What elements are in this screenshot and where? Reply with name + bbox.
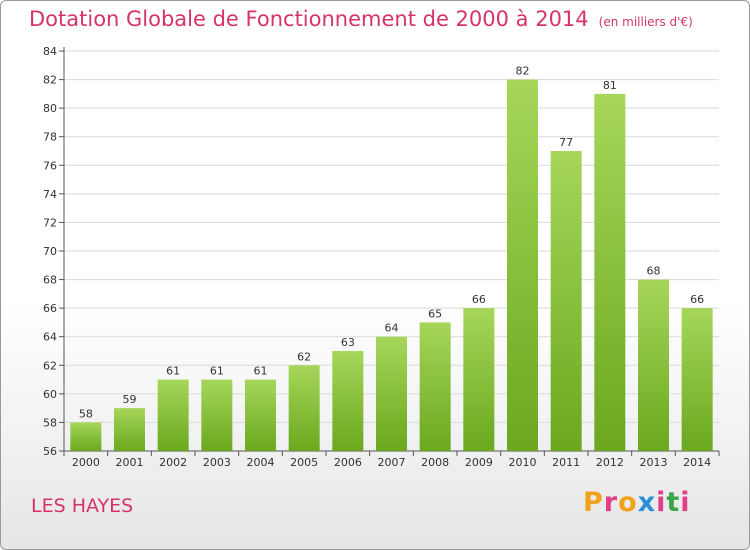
x-tick-label: 2008 bbox=[421, 456, 449, 469]
bar bbox=[594, 93, 626, 451]
bar-value-label: 58 bbox=[79, 407, 93, 420]
bar bbox=[288, 365, 320, 451]
chart-title-text: Dotation Globale de Fonctionnement de 20… bbox=[29, 7, 589, 31]
y-tick-label: 56 bbox=[43, 445, 57, 458]
x-tick-label: 2002 bbox=[159, 456, 187, 469]
proxiti-logo: Proxiti bbox=[583, 487, 691, 518]
logo-letter: t bbox=[666, 487, 681, 518]
x-tick-label: 2012 bbox=[596, 456, 624, 469]
bar-value-label: 61 bbox=[210, 365, 224, 378]
bar-value-label: 59 bbox=[123, 393, 137, 406]
x-tick-label: 2011 bbox=[552, 456, 580, 469]
x-tick-label: 2000 bbox=[72, 456, 100, 469]
bar-value-label: 63 bbox=[341, 336, 355, 349]
y-tick-label: 78 bbox=[43, 131, 57, 144]
bar bbox=[70, 422, 102, 451]
bar bbox=[157, 379, 189, 451]
x-tick-label: 2009 bbox=[465, 456, 493, 469]
bar-value-label: 82 bbox=[516, 65, 530, 78]
bar bbox=[376, 336, 407, 451]
y-tick-label: 68 bbox=[43, 274, 57, 287]
y-tick-label: 72 bbox=[43, 216, 57, 229]
city-name: LES HAYES bbox=[31, 495, 134, 517]
x-tick-label: 2014 bbox=[683, 456, 711, 469]
y-tick-label: 84 bbox=[43, 45, 57, 58]
bar bbox=[114, 408, 145, 451]
bar bbox=[550, 151, 582, 451]
chart-title: Dotation Globale de Fonctionnement de 20… bbox=[29, 7, 693, 31]
bar-value-label: 64 bbox=[385, 322, 399, 335]
bar bbox=[507, 79, 538, 452]
bar bbox=[638, 279, 669, 451]
x-tick-label: 2006 bbox=[334, 456, 362, 469]
bar bbox=[419, 322, 451, 451]
bar bbox=[681, 308, 713, 451]
x-tick-label: 2001 bbox=[116, 456, 144, 469]
bar bbox=[332, 351, 364, 451]
x-tick-label: 2005 bbox=[290, 456, 318, 469]
y-tick-label: 60 bbox=[43, 388, 57, 401]
y-tick-label: 62 bbox=[43, 359, 57, 372]
logo-letter: o bbox=[618, 487, 638, 518]
bar-value-label: 62 bbox=[297, 350, 311, 363]
bar-value-label: 65 bbox=[428, 307, 442, 320]
y-tick-label: 76 bbox=[43, 159, 57, 172]
x-tick-label: 2013 bbox=[640, 456, 668, 469]
bar bbox=[201, 379, 233, 451]
bar bbox=[245, 379, 276, 451]
logo-letter: P bbox=[583, 487, 604, 518]
chart-subtitle: (en milliers d'€) bbox=[598, 15, 693, 29]
bar-value-label: 66 bbox=[472, 293, 486, 306]
logo-letter: i bbox=[680, 487, 691, 518]
logo-letter: x bbox=[637, 487, 657, 518]
bar bbox=[463, 308, 495, 451]
bar-value-label: 61 bbox=[166, 365, 180, 378]
y-tick-label: 64 bbox=[43, 331, 57, 344]
x-tick-label: 2007 bbox=[378, 456, 406, 469]
bar-value-label: 66 bbox=[690, 293, 704, 306]
bar-value-label: 68 bbox=[647, 265, 661, 278]
x-tick-label: 2003 bbox=[203, 456, 231, 469]
y-tick-label: 66 bbox=[43, 302, 57, 315]
bar-value-label: 81 bbox=[603, 79, 617, 92]
y-tick-label: 58 bbox=[43, 416, 57, 429]
logo-letter: i bbox=[656, 487, 667, 518]
logo-letter: r bbox=[603, 487, 619, 518]
x-tick-label: 2004 bbox=[247, 456, 275, 469]
y-tick-label: 82 bbox=[43, 74, 57, 87]
y-tick-label: 74 bbox=[43, 188, 57, 201]
x-tick-label: 2010 bbox=[509, 456, 537, 469]
bar-value-label: 77 bbox=[559, 136, 573, 149]
y-tick-label: 70 bbox=[43, 245, 57, 258]
bar-value-label: 61 bbox=[254, 365, 268, 378]
y-tick-label: 80 bbox=[43, 102, 57, 115]
